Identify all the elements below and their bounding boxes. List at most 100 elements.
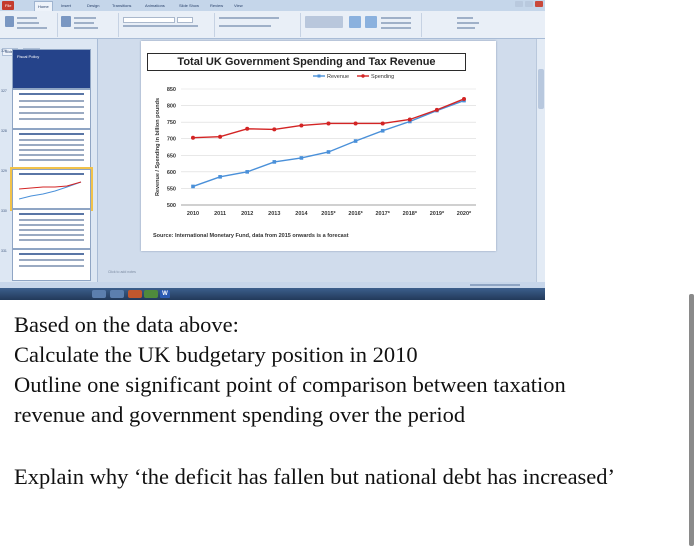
font-name-select[interactable]: [123, 17, 175, 23]
shapes-gallery[interactable]: [305, 16, 343, 28]
font-size-select[interactable]: [177, 17, 193, 23]
chart-title-box[interactable]: Total UK Government Spending and Tax Rev…: [147, 53, 466, 71]
slide-thumbnail[interactable]: [12, 129, 91, 169]
data-point-revenue: [353, 139, 358, 143]
tab-home[interactable]: Home: [34, 1, 53, 11]
cut-icon[interactable]: [17, 17, 37, 19]
data-point-revenue: [272, 160, 277, 164]
select-button[interactable]: [457, 27, 475, 29]
x-tick-label: 2019*: [430, 211, 445, 217]
slide-number: 326: [1, 49, 7, 53]
data-point-revenue: [191, 184, 195, 189]
slide-number: 329: [1, 169, 7, 173]
taskbar-app-icon[interactable]: [144, 290, 158, 298]
drawing-group: [301, 13, 422, 37]
y-tick-label: 550: [167, 186, 176, 192]
close-icon[interactable]: [535, 1, 543, 7]
section-icon[interactable]: [74, 27, 98, 29]
data-point-spending: [272, 127, 277, 132]
tab-animations[interactable]: Animations: [145, 3, 165, 8]
tab-design[interactable]: Design: [87, 3, 100, 8]
data-point-revenue: [380, 128, 385, 133]
slide-thumbnail[interactable]: [12, 209, 91, 249]
slide[interactable]: Total UK Government Spending and Tax Rev…: [141, 41, 496, 251]
notes-pane[interactable]: Click to add notes: [98, 268, 538, 282]
legend-marker: [361, 74, 365, 78]
shape-effects-button[interactable]: [381, 27, 411, 29]
font-group: [119, 13, 215, 37]
format-painter-icon[interactable]: [17, 27, 47, 29]
slide-canvas: Total UK Government Spending and Tax Rev…: [98, 39, 545, 282]
tab-insert[interactable]: Insert: [61, 3, 72, 8]
arrange-icon[interactable]: [349, 16, 361, 28]
zoom-slider[interactable]: [470, 284, 520, 286]
panel-tabs: Slides Outline: [2, 40, 41, 56]
question-explain: Explain why ‘the deficit has fallen but …: [14, 464, 616, 489]
scrollbar-thumb[interactable]: [538, 69, 544, 109]
tab-slide-show[interactable]: Slide Show: [179, 3, 200, 8]
editing-group: [455, 13, 495, 37]
taskbar-powerpoint-icon[interactable]: [128, 290, 142, 298]
question-outline-line1: Outline one significant point of compari…: [14, 372, 566, 397]
align-buttons[interactable]: [219, 25, 271, 27]
slide-thumbnail[interactable]: Fiscal Policy: [12, 49, 91, 89]
replace-button[interactable]: [457, 22, 479, 24]
x-tick-label: 2018*: [403, 211, 418, 217]
notes-placeholder: Click to add notes: [108, 270, 136, 274]
copy-icon[interactable]: [17, 22, 39, 24]
taskbar: W: [0, 288, 545, 300]
data-point-spending: [434, 107, 439, 112]
vertical-scrollbar[interactable]: [536, 39, 545, 282]
x-tick-label: 2014: [295, 211, 308, 217]
slide-thumbnail-selected[interactable]: [10, 167, 93, 211]
ribbon-tab-bar: File Home Insert Design Transitions Anim…: [0, 0, 545, 11]
slides-panel: Slides Outline 326 Fiscal Policy 327 328…: [0, 39, 98, 282]
data-point-spending: [462, 96, 466, 101]
data-point-spending: [191, 135, 195, 140]
maximize-icon[interactable]: [525, 1, 533, 7]
y-tick-label: 600: [167, 170, 176, 176]
legend-marker: [317, 74, 321, 78]
page-scrollbar[interactable]: [689, 294, 694, 546]
x-tick-label: 2017*: [376, 211, 391, 217]
paste-icon[interactable]: [5, 16, 14, 27]
layout-icon[interactable]: [74, 17, 96, 19]
clipboard-group: [2, 13, 58, 37]
question-intro: Based on the data above:: [14, 312, 239, 337]
x-tick-label: 2011: [214, 211, 226, 217]
data-point-revenue: [245, 170, 249, 174]
list-buttons[interactable]: [219, 17, 279, 19]
taskbar-app-icon[interactable]: [110, 290, 124, 298]
status-bar: [0, 282, 545, 288]
x-tick-label: 2015*: [321, 211, 336, 217]
slide-thumbnail[interactable]: [12, 89, 91, 129]
taskbar-app-icon[interactable]: [92, 290, 106, 298]
tab-transitions[interactable]: Transitions: [112, 3, 132, 8]
x-tick-label: 2013: [268, 211, 280, 217]
slide-thumbnail[interactable]: [12, 249, 91, 281]
tab-review[interactable]: Review: [210, 3, 224, 8]
data-point-revenue: [299, 156, 304, 160]
slide-number: 327: [1, 89, 7, 93]
y-axis-label: Revenue / Spending in billion pounds: [155, 98, 161, 196]
chart-source: Source: International Monetary Fund, dat…: [153, 233, 349, 239]
line-chart: 500 550 600 650 700 750 800 850 2010 2011 2012 2013…: [155, 74, 476, 217]
minimize-icon[interactable]: [515, 1, 523, 7]
reset-icon[interactable]: [74, 22, 94, 24]
thumbnail-chart-icon: [19, 181, 82, 200]
question-calculate: Calculate the UK budgetary position in 2…: [14, 342, 418, 367]
shape-fill-button[interactable]: [381, 17, 411, 19]
find-button[interactable]: [457, 17, 473, 19]
y-tick-label: 650: [167, 153, 176, 159]
quick-styles-icon[interactable]: [365, 16, 377, 28]
taskbar-word-icon[interactable]: W: [160, 290, 170, 298]
new-slide-icon[interactable]: [61, 16, 71, 27]
data-point-spending: [353, 121, 358, 126]
y-tick-label: 750: [167, 120, 176, 126]
font-format-buttons[interactable]: [123, 25, 198, 27]
paragraph-group: [215, 13, 301, 37]
shape-outline-button[interactable]: [381, 22, 411, 24]
tab-view[interactable]: View: [234, 3, 243, 8]
question-outline-line2: revenue and government spending over the…: [14, 402, 466, 427]
tab-file[interactable]: File: [2, 1, 15, 10]
